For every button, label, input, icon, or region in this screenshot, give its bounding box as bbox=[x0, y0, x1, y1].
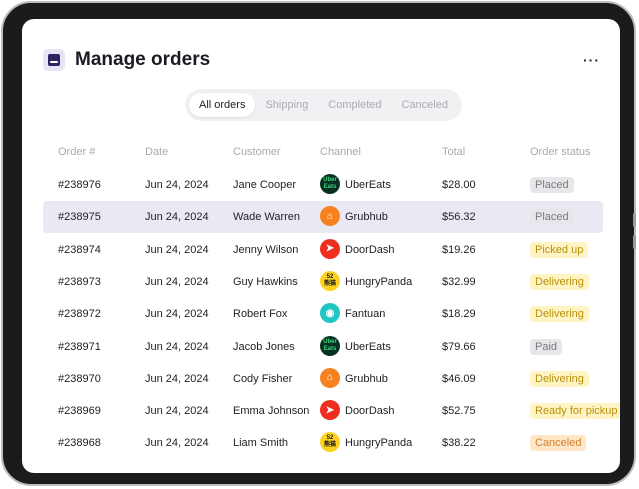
channel-name: HungryPanda bbox=[345, 437, 413, 450]
customer-name: Wade Warren bbox=[233, 211, 301, 224]
status-badge: Delivering bbox=[530, 273, 589, 290]
doordash-logo-icon: ➤ bbox=[320, 400, 340, 421]
order-total: $38.22 bbox=[442, 437, 476, 450]
order-date: Jun 24, 2024 bbox=[145, 275, 209, 288]
status-badge: Canceled bbox=[530, 435, 587, 452]
page-title: Manage orders bbox=[75, 49, 211, 70]
order-date: Jun 24, 2024 bbox=[145, 405, 209, 418]
column-header-status: Order status bbox=[530, 146, 591, 158]
order-id: #238968 bbox=[58, 437, 101, 450]
page-header: Manage orders bbox=[43, 49, 210, 71]
ubereats-logo-icon: Uber Eats bbox=[320, 174, 340, 194]
status-filter-tabs: All orders Shipping Completed Canceled bbox=[185, 89, 462, 121]
doordash-logo-icon: ➤ bbox=[320, 238, 340, 259]
ubereats-logo-icon: Uber Eats bbox=[320, 335, 340, 356]
status-badge: Delivering bbox=[530, 306, 589, 323]
customer-name: Jane Cooper bbox=[233, 179, 296, 191]
order-total: $19.26 bbox=[442, 243, 476, 256]
table-row[interactable]: #238974 Jun 24, 2024 Jenny Wilson ➤ DoorDash… bbox=[43, 234, 603, 266]
order-date: Jun 24, 2024 bbox=[145, 340, 209, 353]
order-total: $52.75 bbox=[442, 405, 476, 418]
column-header-customer: Customer bbox=[233, 146, 281, 158]
channel-name: UberEats bbox=[345, 179, 391, 191]
table-row[interactable]: #238969 Jun 24, 2024 Emma Johnson ➤ DoorDash… bbox=[43, 395, 620, 427]
volume-button bbox=[633, 235, 636, 249]
customer-name: Emma Johnson bbox=[233, 405, 310, 418]
tab-all-orders[interactable]: All orders bbox=[189, 93, 256, 117]
customer-name: Robert Fox bbox=[233, 308, 288, 321]
column-header-channel: Channel bbox=[320, 146, 361, 158]
order-id: #238973 bbox=[58, 275, 101, 288]
channel-name: Fantuan bbox=[345, 308, 386, 321]
status-badge: Placed bbox=[530, 177, 574, 193]
order-date: Jun 24, 2024 bbox=[145, 437, 209, 450]
tab-shipping[interactable]: Shipping bbox=[265, 99, 309, 111]
order-total: $79.66 bbox=[442, 340, 476, 353]
order-total: $32.99 bbox=[442, 275, 476, 288]
order-id: #238971 bbox=[58, 340, 101, 353]
order-total: $46.09 bbox=[442, 372, 476, 385]
tab-canceled[interactable]: Canceled bbox=[401, 99, 448, 111]
hungrypanda-logo-icon: 52 熊猫 bbox=[320, 432, 340, 453]
channel-name: HungryPanda bbox=[345, 275, 413, 288]
order-id: #238972 bbox=[58, 308, 101, 321]
column-header-order: Order # bbox=[58, 146, 96, 158]
channel-name: Grubhub bbox=[345, 211, 388, 224]
order-date: Jun 24, 2024 bbox=[145, 211, 209, 224]
status-badge: Placed bbox=[530, 209, 574, 226]
inbox-icon bbox=[43, 49, 65, 71]
table-row[interactable]: #238972 Jun 24, 2024 Robert Fox ◉ Fantuan $18… bbox=[43, 298, 603, 330]
order-total: $56.32 bbox=[442, 211, 476, 224]
order-id: #238970 bbox=[58, 372, 101, 385]
channel-name: DoorDash bbox=[345, 405, 395, 418]
screen: Manage orders ··· All orders Shipping Co… bbox=[22, 19, 620, 473]
order-total: $28.00 bbox=[442, 179, 476, 191]
order-id: #238969 bbox=[58, 405, 101, 418]
tab-completed[interactable]: Completed bbox=[328, 99, 382, 111]
order-id: #238976 bbox=[58, 179, 101, 191]
order-date: Jun 24, 2024 bbox=[145, 372, 209, 385]
status-badge: Paid bbox=[530, 338, 563, 355]
customer-name: Cody Fisher bbox=[233, 372, 293, 385]
table-row[interactable]: #238976 Jun 24, 2024 Jane Cooper Uber Eats U… bbox=[43, 169, 603, 201]
fantuan-logo-icon: ◉ bbox=[320, 303, 340, 324]
hungrypanda-logo-icon: 52 熊猫 bbox=[320, 270, 340, 291]
channel-name: UberEats bbox=[345, 340, 391, 353]
order-total: $18.29 bbox=[442, 308, 476, 321]
table-row[interactable]: #238971 Jun 24, 2024 Jacob Jones Uber Eats U… bbox=[43, 331, 603, 363]
grubhub-logo-icon: ⌂ bbox=[320, 367, 340, 388]
channel-name: Grubhub bbox=[345, 372, 388, 385]
status-badge: Delivering bbox=[530, 370, 589, 387]
order-date: Jun 24, 2024 bbox=[145, 179, 209, 191]
grubhub-logo-icon: ⌂ bbox=[320, 206, 340, 227]
more-options-icon[interactable]: ··· bbox=[583, 52, 600, 68]
order-date: Jun 24, 2024 bbox=[145, 308, 209, 321]
order-id: #238975 bbox=[58, 211, 101, 224]
customer-name: Jenny Wilson bbox=[233, 243, 299, 256]
customer-name: Jacob Jones bbox=[233, 340, 295, 353]
channel-name: DoorDash bbox=[345, 243, 395, 256]
column-header-date: Date bbox=[145, 146, 169, 158]
table-row[interactable]: #238973 Jun 24, 2024 Guy Hawkins 52 熊猫 Hungr… bbox=[43, 266, 603, 298]
order-id: #238974 bbox=[58, 243, 101, 256]
table-row[interactable]: #238968 Jun 24, 2024 Liam Smith 52 熊猫 Hungry… bbox=[43, 427, 603, 459]
table-row[interactable]: #238975 Jun 24, 2024 Wade Warren ⌂ Grubhub $5… bbox=[43, 201, 603, 234]
table-row[interactable]: #238970 Jun 24, 2024 Cody Fisher ⌂ Grubhub $4… bbox=[43, 363, 603, 395]
volume-button bbox=[633, 213, 636, 227]
customer-name: Guy Hawkins bbox=[233, 275, 298, 288]
column-header-total: Total bbox=[442, 146, 466, 158]
status-badge: Ready for pickup bbox=[530, 403, 620, 420]
status-badge: Picked up bbox=[530, 241, 589, 258]
customer-name: Liam Smith bbox=[233, 437, 289, 450]
order-date: Jun 24, 2024 bbox=[145, 243, 209, 256]
